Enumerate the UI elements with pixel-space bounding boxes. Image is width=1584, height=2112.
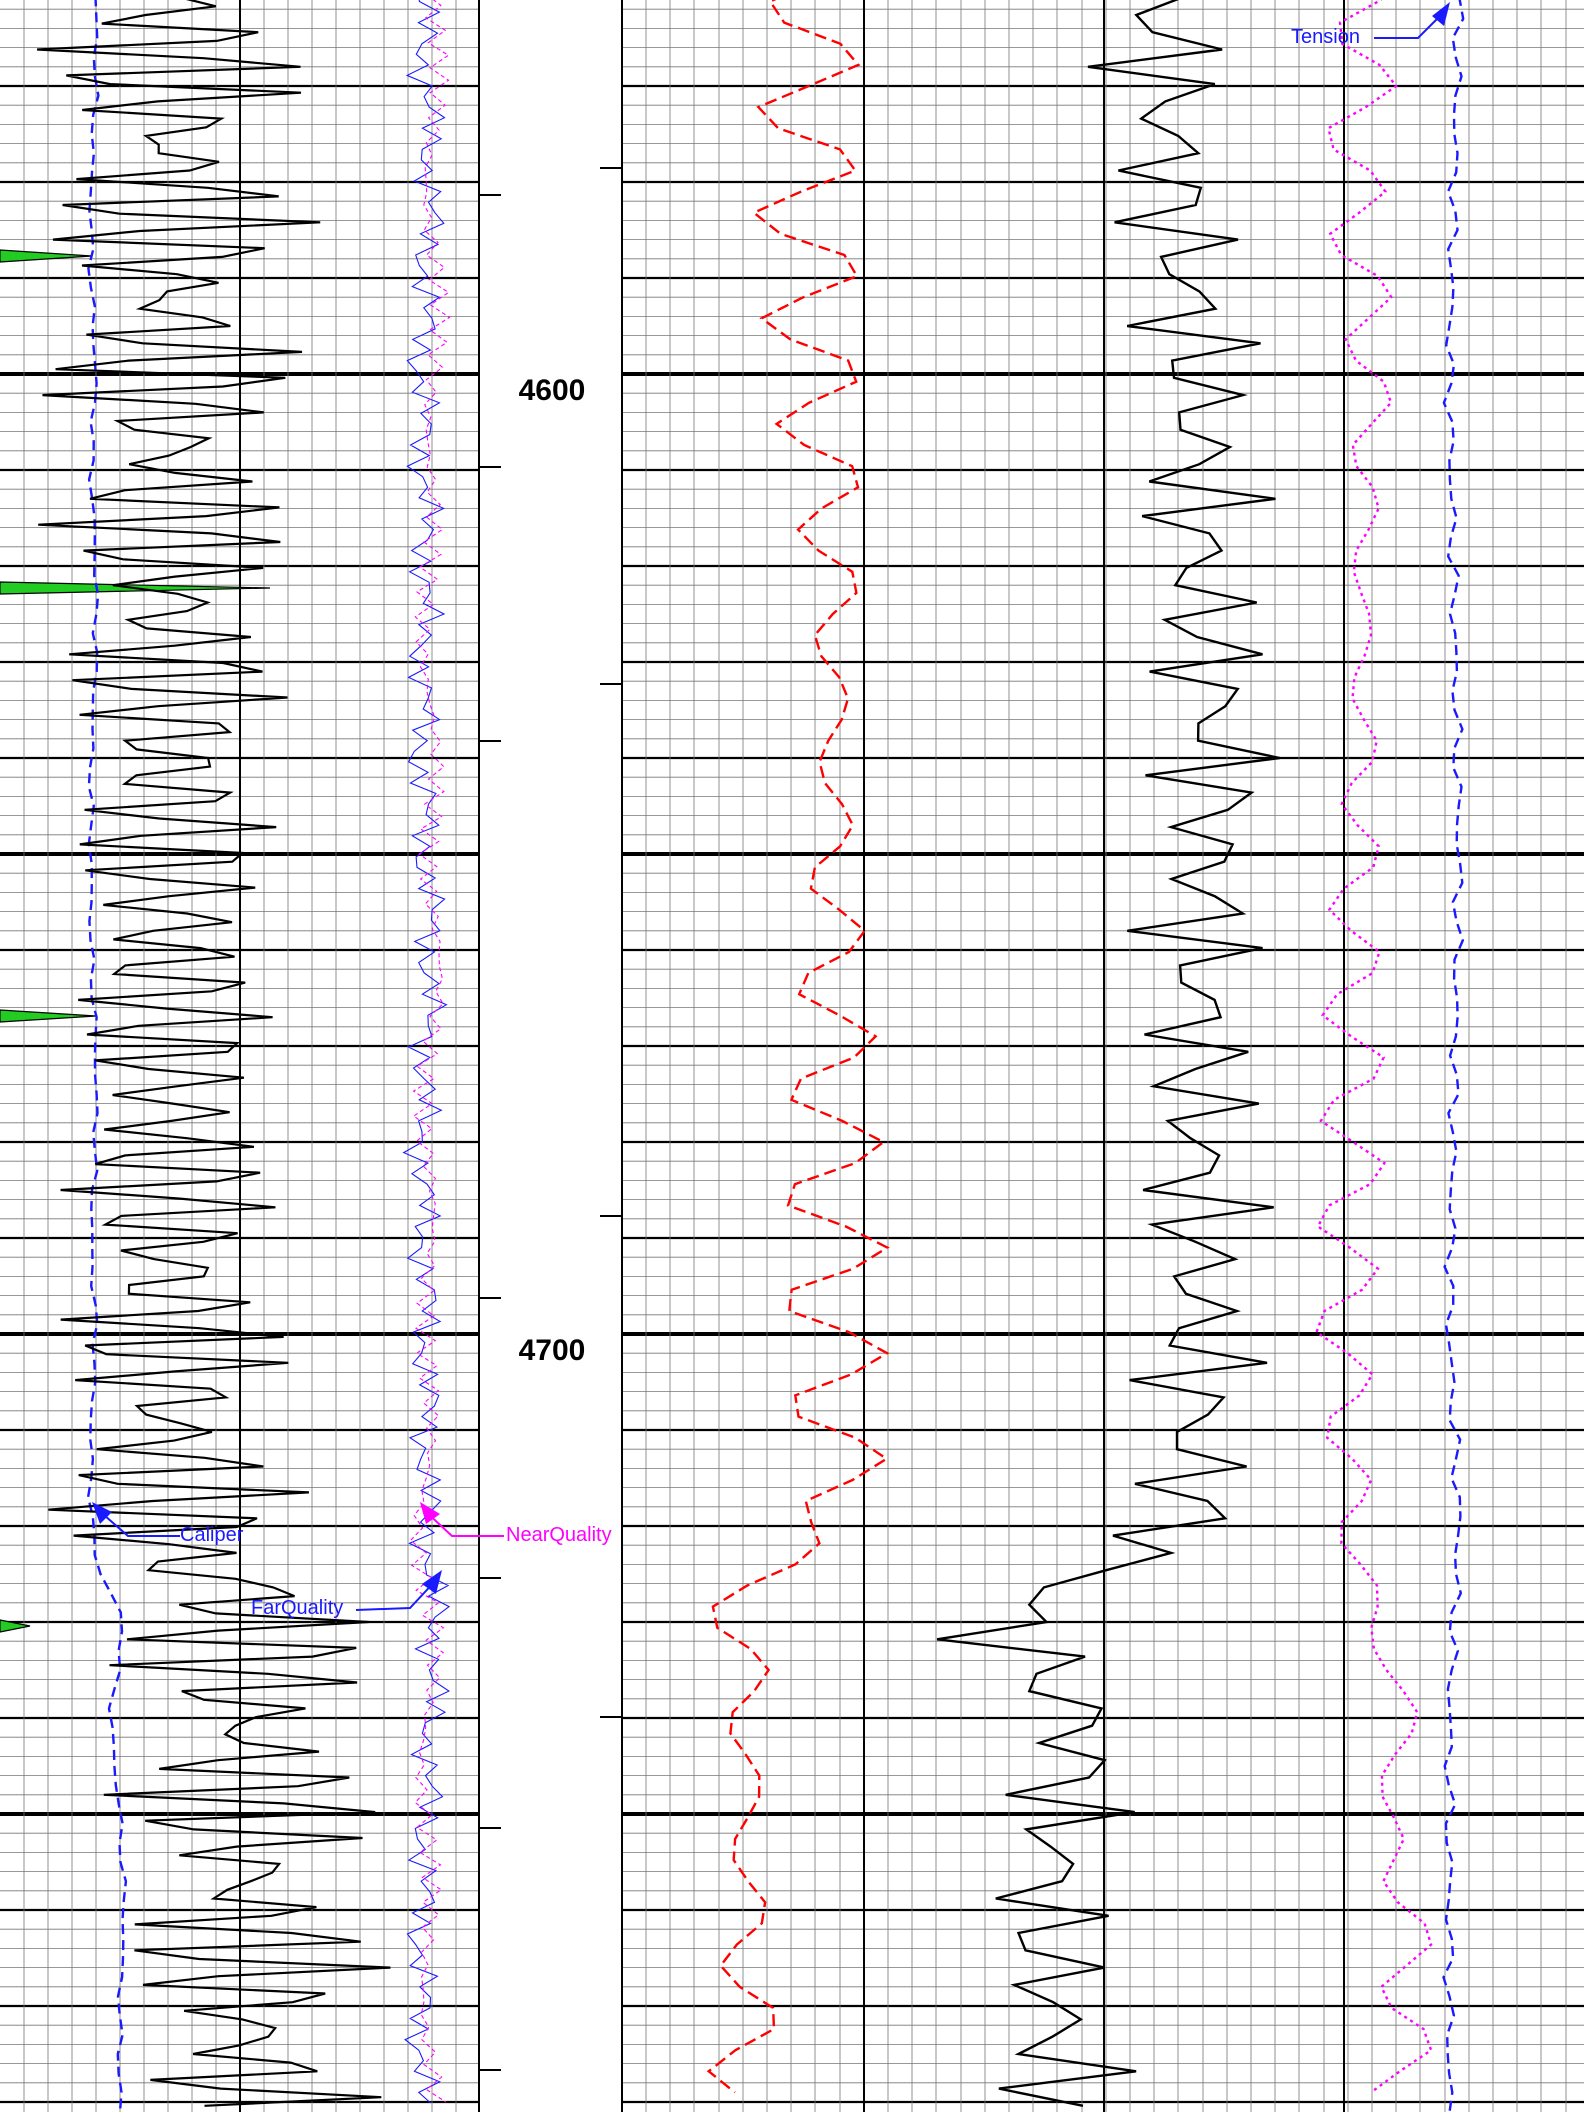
log-curves (37, 0, 1465, 2112)
farquality-arrow-icon (422, 1570, 442, 1594)
curve-farquality (402, 0, 451, 2104)
caliper-leader-line (95, 1507, 180, 1537)
depth-label-4600: 4600 (519, 374, 586, 407)
curve-nearquality (409, 0, 451, 2103)
farquality-annotation: FarQuality (251, 1570, 442, 1619)
curve-red-dashed (706, 0, 890, 2094)
caliper-arrow-icon (92, 1502, 112, 1524)
green-shading-spike (0, 249, 93, 263)
nearquality-arrow-icon (420, 1502, 440, 1524)
green-shading-spike (0, 1619, 31, 1633)
tension-label: Tension (1291, 26, 1360, 48)
caliper-annotation: Caliper (92, 1502, 244, 1546)
curve-gamma (37, 0, 391, 2107)
nearquality-annotation: NearQuality (420, 1502, 612, 1546)
right-track-grid (621, 0, 1584, 2112)
curve-annotations: Caliper NearQuality FarQuality Tension (92, 2, 1450, 1619)
nearquality-label: NearQuality (506, 1524, 612, 1546)
depth-track: 4600 4700 (479, 167, 622, 2071)
depth-label-4700: 4700 (519, 1334, 586, 1367)
green-shading (0, 249, 271, 1633)
caliper-label: Caliper (180, 1524, 244, 1546)
curve-black-solid (936, 0, 1280, 2107)
green-shading-spike (0, 1009, 97, 1023)
tension-arrow-icon (1432, 2, 1450, 26)
tension-annotation: Tension (1291, 2, 1450, 48)
farquality-label: FarQuality (251, 1597, 343, 1619)
